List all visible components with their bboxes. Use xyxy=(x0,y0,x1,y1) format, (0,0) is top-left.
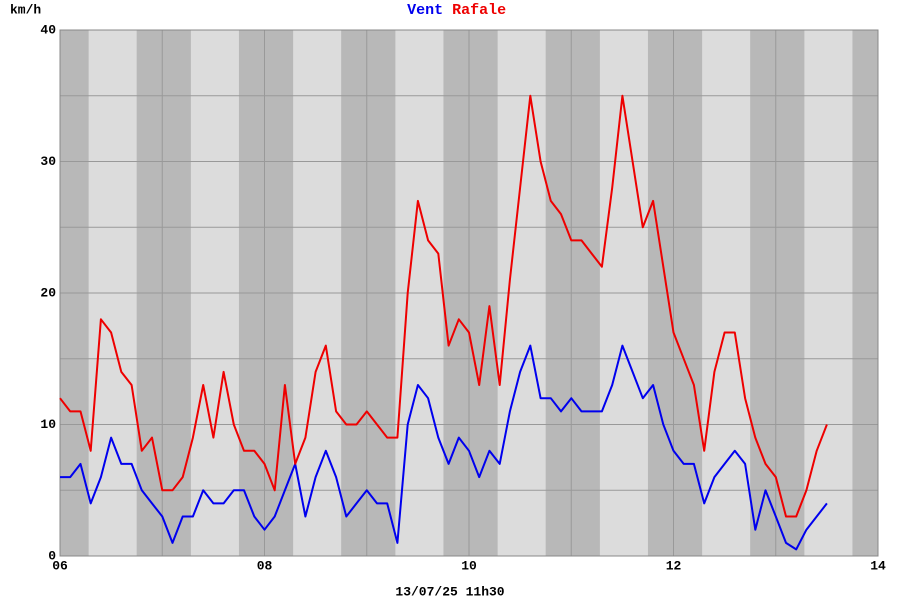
y-axis-label: km/h xyxy=(10,2,41,17)
x-tick-label: 06 xyxy=(52,558,68,573)
x-axis-label: 13/07/25 11h30 xyxy=(395,584,504,599)
y-tick-label: 20 xyxy=(40,285,56,300)
y-tick-label: 0 xyxy=(48,548,56,563)
series-line xyxy=(60,344,828,551)
series-line xyxy=(59,94,828,518)
plot-frame xyxy=(59,29,879,557)
legend-entry: Vent xyxy=(407,2,443,19)
x-tick-label: 14 xyxy=(870,558,886,573)
legend-entry: Rafale xyxy=(452,2,506,19)
y-tick-label: 30 xyxy=(40,154,56,169)
x-tick-label: 12 xyxy=(666,558,682,573)
y-tick-label: 10 xyxy=(40,417,56,432)
y-tick-label: 40 xyxy=(40,22,56,37)
x-tick-label: 10 xyxy=(461,558,477,573)
x-tick-label: 08 xyxy=(257,558,273,573)
